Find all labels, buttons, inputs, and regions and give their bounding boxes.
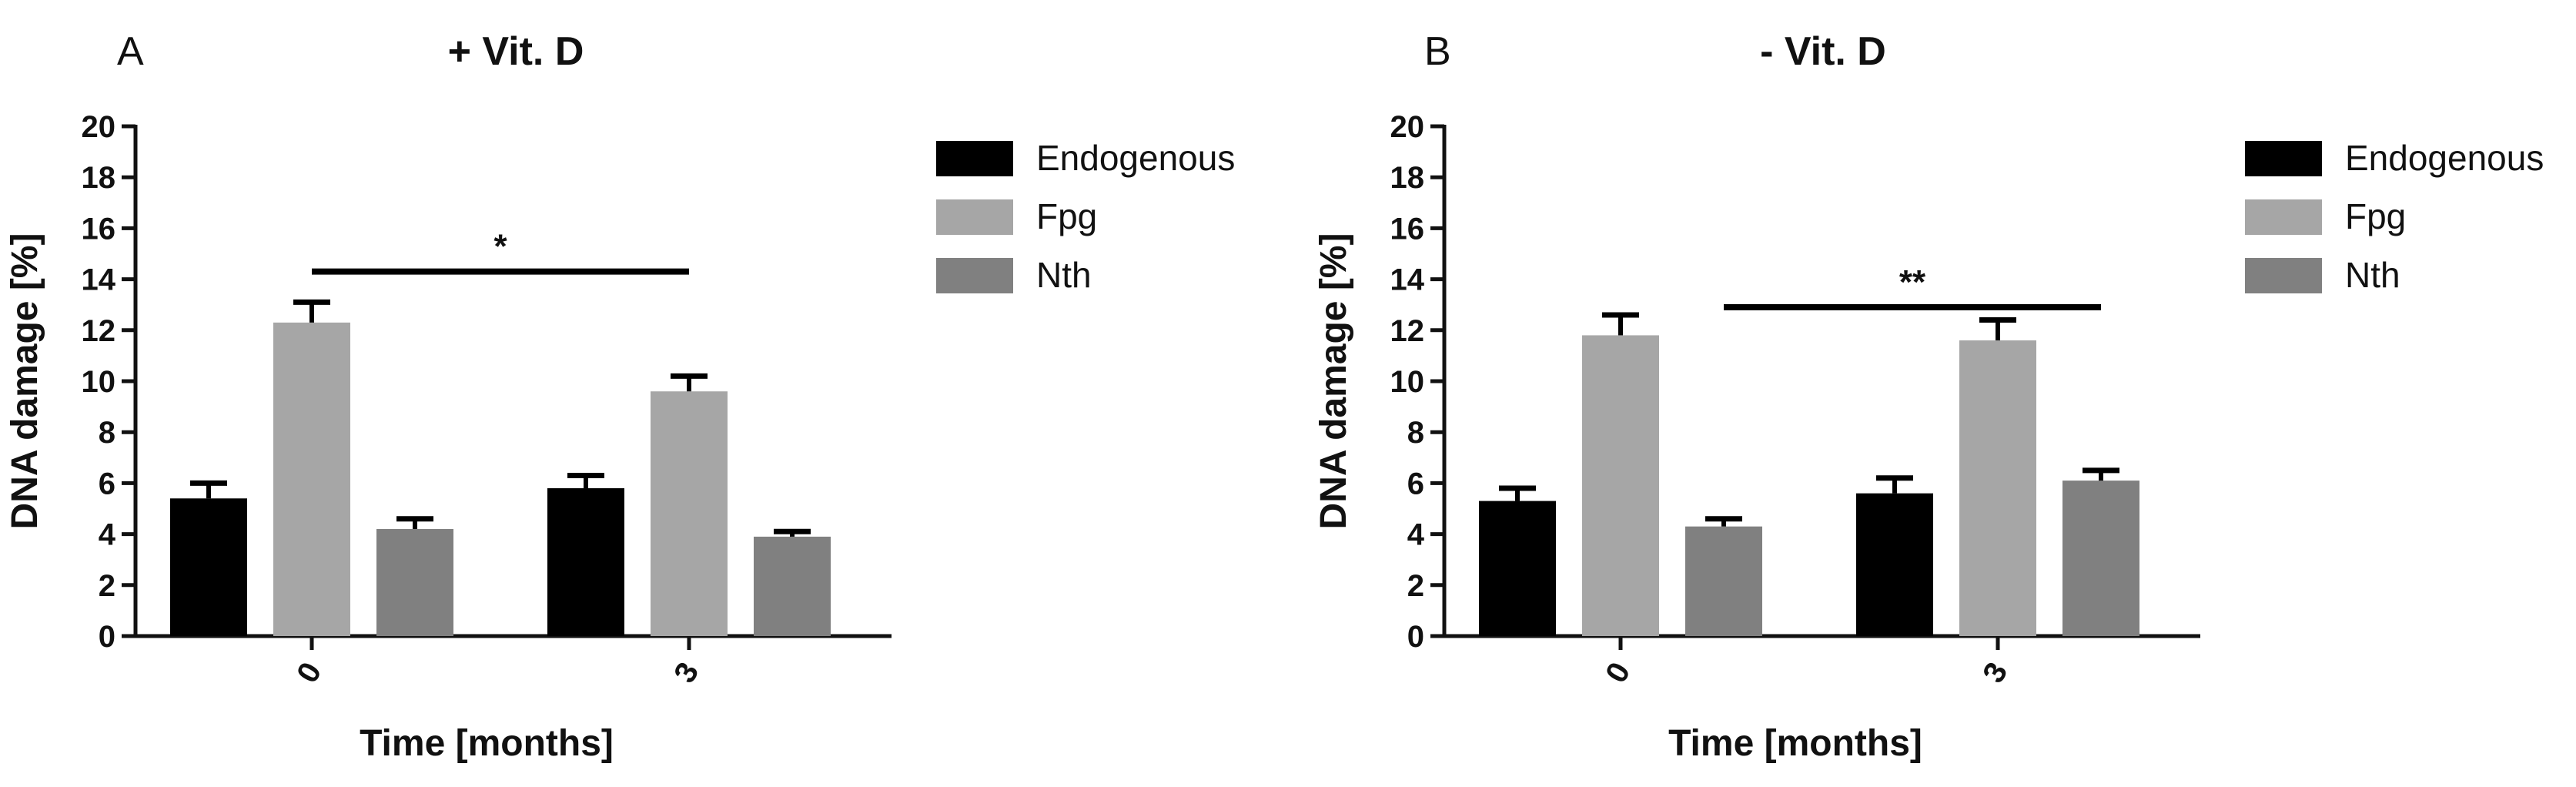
significance-label: ** [1899, 263, 1926, 301]
x-tick-label: 0 [1599, 657, 1637, 688]
bar [273, 322, 350, 636]
panel-a: A + Vit. D 0 2 4 6 8 10 12 14 16 18 20 DNA damage [%]… [5, 29, 1235, 764]
x-tick-label: 0 [290, 657, 328, 688]
bar [754, 536, 831, 636]
bar [170, 498, 247, 636]
legend-label: Fpg [1036, 196, 1097, 236]
bar [1856, 493, 1933, 636]
legend-label: Fpg [2345, 196, 2406, 236]
bar [2062, 481, 2139, 636]
panel-letter: B [1424, 29, 1451, 74]
y-tick-label: 16 [82, 212, 116, 246]
chart-title: + Vit. D [448, 29, 584, 74]
legend-label: Nth [1036, 255, 1092, 295]
x-axis-title: Time [months] [1668, 723, 1922, 764]
bar [1685, 526, 1762, 636]
y-tick-label: 18 [1390, 161, 1425, 195]
bar [547, 488, 624, 636]
legend-label: Endogenous [1036, 138, 1235, 178]
x-tick-label: 3 [667, 657, 705, 688]
y-axis-title: DNA damage [%] [5, 233, 45, 530]
y-tick-label: 0 [1407, 620, 1424, 654]
legend-label: Nth [2345, 255, 2400, 295]
chart-title: - Vit. D [1760, 29, 1886, 74]
bar [1582, 335, 1659, 636]
legend-swatch [2245, 199, 2322, 235]
legend-swatch [936, 141, 1013, 176]
legend-swatch [936, 199, 1013, 235]
legend-swatch [2245, 258, 2322, 293]
legend-swatch [2245, 141, 2322, 176]
y-tick-label: 10 [82, 365, 116, 399]
y-tick-label: 14 [82, 263, 116, 297]
bar [651, 391, 728, 636]
y-tick-label: 8 [1407, 416, 1424, 450]
bar [1959, 340, 2036, 636]
y-tick-label: 18 [82, 161, 116, 195]
y-tick-label: 2 [99, 569, 115, 603]
y-tick-label: 20 [1390, 110, 1425, 144]
panel-b: B - Vit. D 0 2 4 6 8 10 12 14 16 18 20 DNA damage [%]… [1313, 29, 2544, 764]
y-tick-label: 6 [99, 467, 115, 501]
significance-label: * [493, 228, 507, 266]
y-tick-label: 12 [1390, 314, 1425, 348]
panel-letter: A [117, 29, 144, 74]
legend-label: Endogenous [2345, 138, 2544, 178]
y-tick-label: 4 [99, 518, 116, 552]
y-tick-label: 0 [99, 620, 115, 654]
y-tick-label: 14 [1390, 263, 1425, 297]
bar [376, 528, 453, 636]
legend-swatch [936, 258, 1013, 293]
y-tick-label: 2 [1407, 569, 1424, 603]
y-axis-title: DNA damage [%] [1313, 233, 1354, 530]
y-tick-label: 16 [1390, 212, 1425, 246]
y-tick-label: 12 [82, 314, 116, 348]
x-tick-label: 3 [1976, 657, 2014, 688]
y-tick-label: 4 [1407, 518, 1425, 552]
y-tick-label: 10 [1390, 365, 1425, 399]
y-tick-label: 20 [82, 110, 116, 144]
y-tick-label: 8 [99, 416, 115, 450]
y-tick-label: 6 [1407, 467, 1424, 501]
bar [1479, 501, 1556, 636]
x-axis-title: Time [months] [360, 723, 614, 764]
